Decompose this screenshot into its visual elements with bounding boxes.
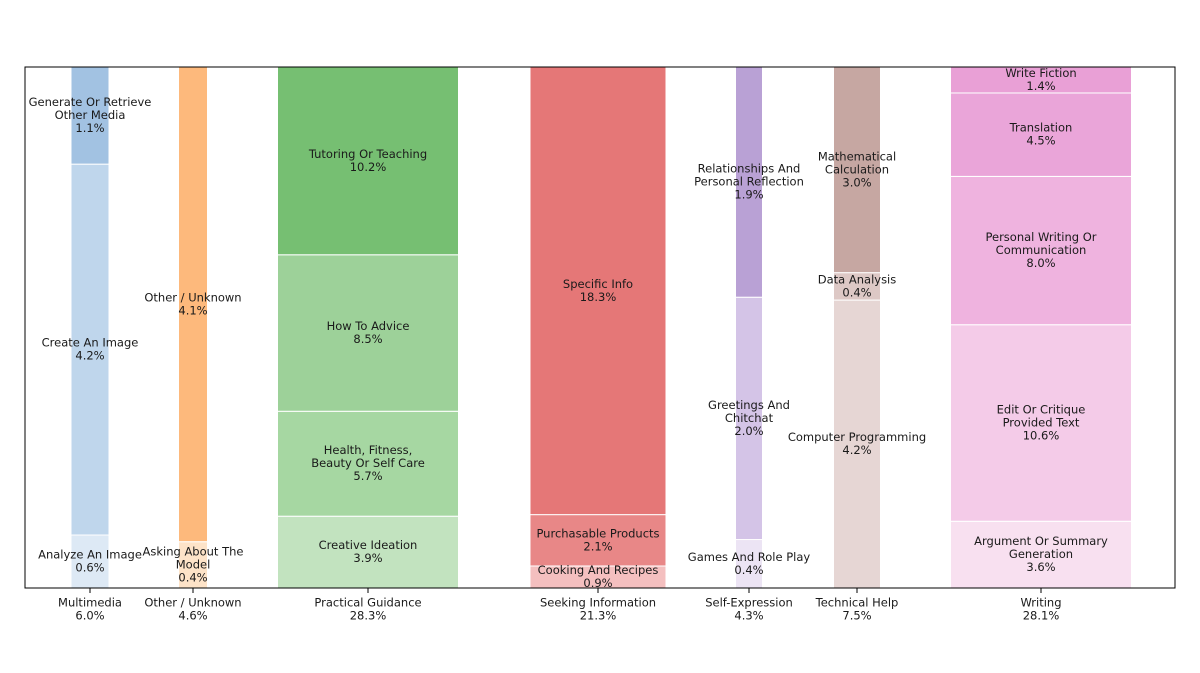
x-tick-label: Technical Help bbox=[815, 596, 899, 610]
segment-value-label: 3.6% bbox=[1026, 560, 1055, 574]
bar-segment bbox=[833, 272, 881, 301]
x-tick-total: 4.3% bbox=[734, 609, 763, 623]
segment-label: Chitchat bbox=[725, 411, 774, 425]
segment-value-label: 4.2% bbox=[75, 349, 104, 363]
x-tick-label: Self-Expression bbox=[705, 596, 793, 610]
segment-label: How To Advice bbox=[327, 319, 410, 333]
bar-segment bbox=[277, 254, 459, 412]
segment-label: Calculation bbox=[825, 162, 889, 176]
segment-label: Communication bbox=[996, 243, 1087, 257]
segment-value-label: 0.4% bbox=[734, 563, 763, 577]
x-tick-label: Multimedia bbox=[58, 596, 122, 610]
x-tick-total: 6.0% bbox=[75, 609, 104, 623]
segment-value-label: 10.2% bbox=[350, 160, 387, 174]
bar-segment bbox=[950, 520, 1132, 589]
segment-label: Translation bbox=[1009, 121, 1073, 135]
segment-value-label: 0.4% bbox=[842, 285, 871, 299]
segment-value-label: 4.2% bbox=[842, 443, 871, 457]
segment-value-label: 0.4% bbox=[178, 570, 207, 584]
segment-value-label: 4.5% bbox=[1026, 134, 1055, 148]
bar-segment bbox=[277, 410, 459, 517]
segment-label: Analyze An Image bbox=[38, 548, 142, 562]
x-tick-label: Other / Unknown bbox=[144, 596, 241, 610]
segment-label: Health, Fitness, bbox=[324, 443, 413, 457]
segment-label: Model bbox=[176, 557, 211, 571]
bar-segment bbox=[950, 175, 1132, 326]
x-tick-total: 21.3% bbox=[580, 609, 617, 623]
bar-segment bbox=[277, 515, 459, 589]
bar-segment bbox=[950, 92, 1132, 177]
segment-value-label: 5.7% bbox=[353, 469, 382, 483]
segment-label: Tutoring Or Teaching bbox=[308, 147, 427, 161]
segment-value-label: 10.6% bbox=[1023, 428, 1060, 442]
segment-label: Personal Writing Or bbox=[985, 230, 1096, 244]
segment-label: Personal Reflection bbox=[694, 175, 804, 189]
segment-label: Cooking And Recipes bbox=[538, 563, 659, 577]
x-tick-total: 7.5% bbox=[842, 609, 871, 623]
bar-segment bbox=[178, 66, 208, 543]
segment-label: Write Fiction bbox=[1005, 66, 1076, 80]
segment-label: Games And Role Play bbox=[688, 550, 811, 564]
segment-label: Specific Info bbox=[563, 277, 633, 291]
bar-segment bbox=[70, 163, 110, 536]
segment-label: Provided Text bbox=[1003, 415, 1080, 429]
segment-value-label: 2.1% bbox=[583, 539, 612, 553]
segment-value-label: 0.6% bbox=[75, 561, 104, 575]
segment-label: Relationships And bbox=[698, 162, 801, 176]
bar-segment bbox=[70, 534, 110, 589]
segment-label: Edit Or Critique bbox=[997, 402, 1086, 416]
segment-value-label: 2.0% bbox=[734, 424, 763, 438]
x-tick-label: Seeking Information bbox=[540, 596, 656, 610]
segment-value-label: 8.0% bbox=[1026, 256, 1055, 270]
segment-label: Create An Image bbox=[42, 336, 139, 350]
bar-segment bbox=[178, 541, 208, 589]
segment-label: Beauty Or Self Care bbox=[311, 456, 425, 470]
segment-label: Generate Or Retrieve bbox=[29, 95, 152, 109]
segment-value-label: 8.5% bbox=[353, 332, 382, 346]
segment-value-label: 1.9% bbox=[734, 188, 763, 202]
plot-frame bbox=[24, 66, 1176, 589]
bar-segment bbox=[950, 324, 1132, 522]
bar-segments bbox=[70, 66, 1132, 589]
bar-segment bbox=[833, 299, 881, 589]
bar-segment bbox=[735, 296, 763, 541]
segment-value-label: 0.9% bbox=[583, 576, 612, 590]
bar-segment bbox=[950, 66, 1132, 94]
bar-segment bbox=[833, 66, 881, 274]
segment-label: Data Analysis bbox=[818, 272, 897, 286]
segment-label: Creative Ideation bbox=[319, 538, 418, 552]
bar-segment bbox=[277, 66, 459, 256]
segment-label: Generation bbox=[1009, 547, 1073, 561]
segment-value-label: 1.1% bbox=[75, 121, 104, 135]
segment-label: Purchasable Products bbox=[536, 526, 659, 540]
segment-label: Greetings And bbox=[708, 398, 790, 412]
segment-label: Other / Unknown bbox=[144, 290, 241, 304]
x-tick-label: Writing bbox=[1020, 596, 1061, 610]
segment-label: Mathematical bbox=[818, 149, 896, 163]
bar-segment bbox=[735, 539, 763, 589]
segment-label: Computer Programming bbox=[788, 430, 926, 444]
segment-label: Asking About The bbox=[142, 544, 243, 558]
segment-value-label: 3.0% bbox=[842, 175, 871, 189]
segment-label: Other Media bbox=[55, 108, 126, 122]
bar-segment bbox=[529, 66, 667, 516]
segment-label: Argument Or Summary bbox=[974, 534, 1108, 548]
x-tick-label: Practical Guidance bbox=[314, 596, 421, 610]
segment-value-label: 4.1% bbox=[178, 303, 207, 317]
x-tick-total: 28.1% bbox=[1023, 609, 1060, 623]
segment-value-label: 1.4% bbox=[1026, 79, 1055, 93]
x-tick-total: 4.6% bbox=[178, 609, 207, 623]
segment-value-label: 18.3% bbox=[580, 290, 617, 304]
x-tick-total: 28.3% bbox=[350, 609, 387, 623]
segment-value-label: 3.9% bbox=[353, 551, 382, 565]
